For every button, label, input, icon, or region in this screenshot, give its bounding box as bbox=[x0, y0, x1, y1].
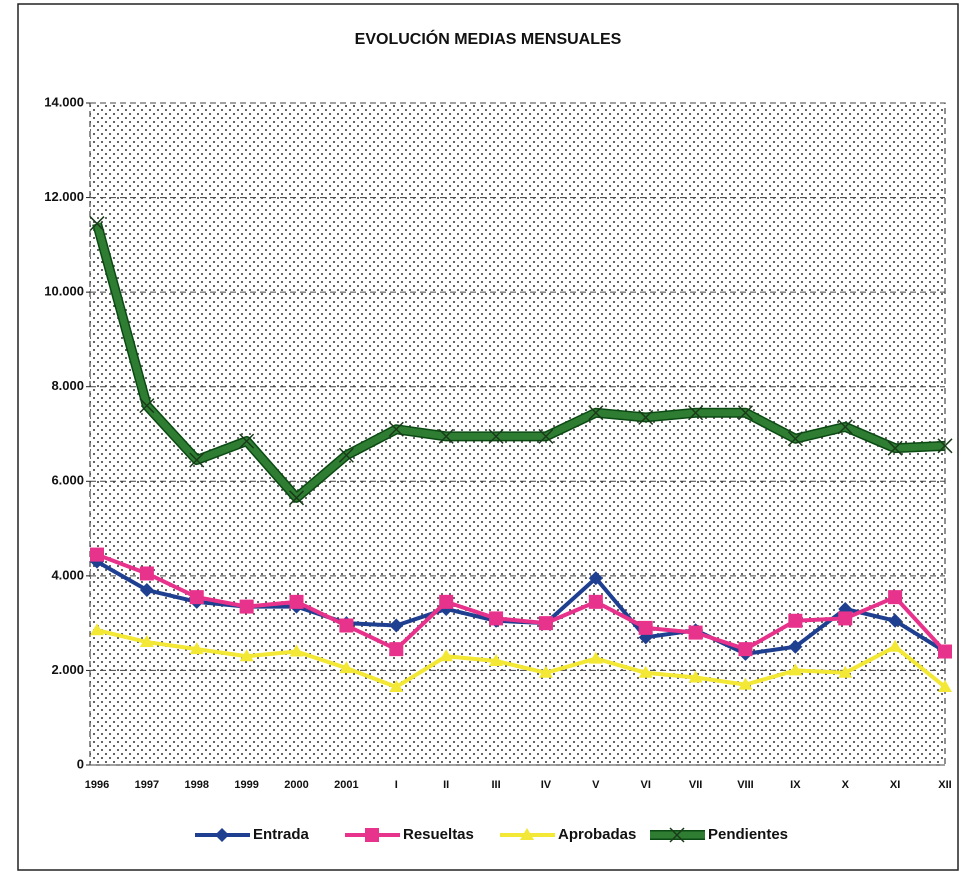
x-tick-label: I bbox=[395, 779, 398, 791]
point bbox=[388, 421, 404, 437]
x-tick-label: III bbox=[491, 779, 500, 791]
y-tick-label: 2.000 bbox=[51, 662, 84, 677]
y-tick-label: 8.000 bbox=[51, 378, 84, 393]
point bbox=[189, 642, 204, 655]
point bbox=[588, 405, 604, 421]
point bbox=[938, 679, 952, 692]
x-tick-label: 1999 bbox=[234, 779, 258, 791]
point bbox=[837, 419, 853, 435]
point bbox=[688, 625, 703, 640]
point bbox=[489, 653, 504, 666]
legend-label: Resueltas bbox=[403, 826, 474, 843]
point bbox=[389, 679, 404, 692]
point bbox=[588, 571, 603, 586]
point bbox=[538, 665, 553, 678]
point bbox=[838, 665, 853, 678]
x-tick-label: X bbox=[842, 779, 850, 791]
x-tick-label: V bbox=[592, 779, 600, 791]
point bbox=[439, 594, 454, 609]
point bbox=[938, 644, 952, 659]
point bbox=[289, 594, 304, 609]
point bbox=[638, 620, 653, 635]
point bbox=[888, 590, 903, 605]
x-tick-label: 1998 bbox=[185, 779, 209, 791]
legend-label: Entrada bbox=[253, 826, 310, 843]
point bbox=[289, 644, 304, 657]
point bbox=[538, 616, 553, 631]
series-line bbox=[96, 552, 947, 653]
point bbox=[788, 613, 803, 628]
x-tick-label: 1996 bbox=[85, 779, 109, 791]
point bbox=[538, 428, 554, 444]
x-tick-label: II bbox=[443, 779, 449, 791]
x-tick-label: VI bbox=[641, 779, 651, 791]
legend-marker bbox=[669, 827, 685, 843]
point bbox=[638, 665, 653, 678]
point bbox=[139, 583, 154, 598]
point bbox=[737, 405, 754, 421]
point bbox=[339, 661, 354, 674]
point bbox=[338, 447, 354, 463]
point bbox=[738, 677, 753, 690]
y-tick-label: 12.000 bbox=[44, 189, 84, 204]
point bbox=[189, 590, 204, 605]
point bbox=[688, 405, 704, 421]
x-tick-label: IV bbox=[541, 779, 552, 791]
point bbox=[139, 635, 154, 648]
point bbox=[588, 594, 603, 609]
point bbox=[90, 623, 104, 636]
point bbox=[389, 618, 404, 633]
x-tick-label: VII bbox=[689, 779, 702, 791]
point bbox=[688, 670, 703, 683]
point bbox=[139, 398, 155, 414]
point bbox=[788, 663, 803, 676]
point bbox=[838, 611, 853, 626]
point bbox=[189, 452, 205, 468]
x-tick-label: 2000 bbox=[284, 779, 308, 791]
x-tick-label: IX bbox=[790, 779, 801, 791]
point bbox=[239, 649, 254, 662]
chart-title: EVOLUCIÓN MEDIAS MENSUALES bbox=[355, 29, 622, 48]
point bbox=[288, 490, 305, 506]
point bbox=[90, 547, 104, 562]
point bbox=[887, 440, 903, 456]
y-tick-label: 14.000 bbox=[44, 94, 84, 109]
point bbox=[787, 431, 803, 447]
point bbox=[89, 216, 105, 232]
point bbox=[239, 599, 254, 614]
y-tick-label: 4.000 bbox=[51, 567, 84, 582]
y-tick-label: 10.000 bbox=[44, 284, 84, 299]
x-tick-label: 2001 bbox=[334, 779, 358, 791]
point bbox=[139, 566, 154, 581]
point bbox=[937, 438, 953, 454]
legend-label: Aprobadas bbox=[558, 826, 636, 843]
point bbox=[339, 618, 354, 633]
y-tick-label: 6.000 bbox=[51, 473, 84, 488]
legend-label: Pendientes bbox=[708, 826, 788, 843]
point bbox=[489, 611, 504, 626]
x-tick-label: XII bbox=[938, 779, 951, 791]
x-tick-label: 1997 bbox=[135, 779, 159, 791]
y-tick-label: 0 bbox=[77, 756, 84, 771]
point bbox=[239, 433, 255, 449]
legend-marker bbox=[365, 828, 379, 842]
series-line bbox=[93, 222, 946, 502]
point bbox=[738, 642, 753, 657]
legend-marker bbox=[215, 828, 229, 842]
point bbox=[439, 649, 454, 662]
point bbox=[588, 651, 603, 664]
legend-marker bbox=[520, 828, 534, 840]
point bbox=[888, 639, 903, 652]
series-line bbox=[96, 628, 947, 689]
point bbox=[888, 613, 903, 628]
x-tick-label: VIII bbox=[737, 779, 754, 791]
point bbox=[488, 428, 504, 444]
point bbox=[389, 642, 404, 657]
x-tick-label: XI bbox=[890, 779, 900, 791]
point bbox=[638, 409, 654, 425]
point bbox=[438, 428, 454, 444]
point bbox=[788, 639, 803, 654]
